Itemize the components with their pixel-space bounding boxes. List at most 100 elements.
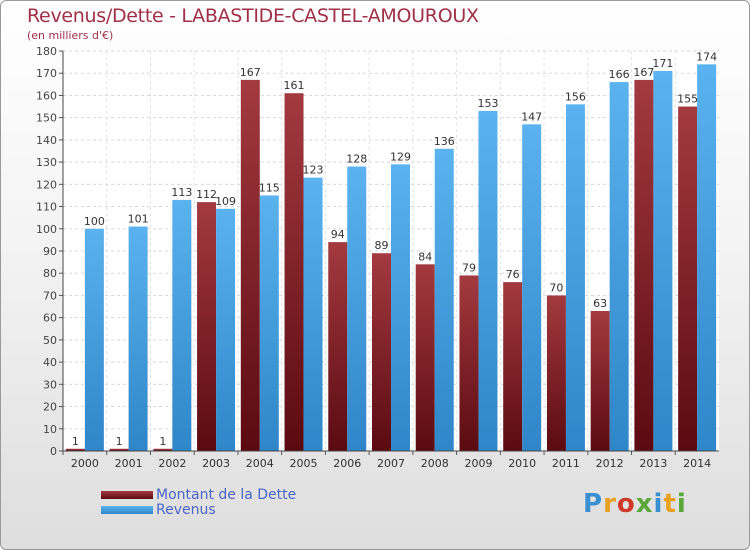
y-tick-label: 120 <box>36 178 57 191</box>
bar-revenus <box>84 228 104 451</box>
bar-revenus <box>216 208 236 451</box>
bar-dette <box>503 282 523 451</box>
proxiti-logo: Proxiti <box>583 489 687 519</box>
x-tick-label: 2013 <box>639 457 667 470</box>
logo-letter: r <box>603 489 617 519</box>
bar-value-label: 84 <box>418 250 432 263</box>
bar-dette <box>109 448 129 451</box>
x-tick-label: 2001 <box>115 457 143 470</box>
y-tick-label: 20 <box>43 401 57 414</box>
logo-letter: o <box>616 489 636 519</box>
bar-dette <box>284 93 304 451</box>
bar-value-label: 1 <box>72 435 79 448</box>
bar-value-label: 109 <box>215 195 236 208</box>
bar-revenus <box>478 111 498 451</box>
x-tick-label: 2004 <box>246 457 274 470</box>
legend-label-debt: Montant de la Dette <box>156 487 297 503</box>
bar-dette <box>459 275 479 451</box>
bar-value-label: 136 <box>434 135 455 148</box>
x-tick-label: 2007 <box>377 457 405 470</box>
x-tick-label: 2012 <box>596 457 624 470</box>
y-tick-label: 140 <box>36 134 57 147</box>
bar-value-label: 166 <box>609 68 630 81</box>
bar-dette <box>65 448 85 451</box>
bar-revenus <box>434 148 454 451</box>
y-tick-label: 90 <box>43 245 57 258</box>
bar-value-label: 167 <box>240 66 261 79</box>
bar-revenus <box>347 166 367 452</box>
bar-value-label: 129 <box>390 150 411 163</box>
bar-value-label: 161 <box>284 79 305 92</box>
logo-letter: t <box>663 489 677 519</box>
legend-label-revenus: Revenus <box>156 502 216 518</box>
y-tick-label: 40 <box>43 356 57 369</box>
bar-dette <box>372 253 391 451</box>
bar-value-label: 153 <box>477 97 498 110</box>
bar-value-label: 101 <box>128 213 149 226</box>
y-tick-label: 130 <box>36 156 57 169</box>
x-tick-label: 2006 <box>333 457 361 470</box>
y-tick-label: 50 <box>43 334 57 347</box>
x-tick-label: 2002 <box>158 457 186 470</box>
logo-letter: x <box>635 489 654 519</box>
bar-dette <box>546 295 566 451</box>
bar-value-label: 63 <box>593 297 607 310</box>
y-tick-label: 170 <box>36 67 57 80</box>
bar-value-label: 171 <box>652 57 673 70</box>
bar-dette <box>197 202 217 451</box>
bar-value-label: 155 <box>677 93 698 106</box>
bar-value-label: 1 <box>159 435 166 448</box>
x-tick-label: 2010 <box>508 457 536 470</box>
bar-value-label: 79 <box>462 261 476 274</box>
x-tick-label: 2014 <box>683 457 711 470</box>
bar-value-label: 115 <box>259 181 280 194</box>
logo-letter: P <box>583 489 604 519</box>
bar-value-label: 70 <box>549 281 563 294</box>
bar-value-label: 147 <box>521 110 542 123</box>
bar-revenus <box>259 195 279 451</box>
bar-value-label: 100 <box>84 215 105 228</box>
bar-dette <box>678 106 698 452</box>
y-tick-label: 110 <box>36 201 57 214</box>
x-tick-label: 2008 <box>421 457 449 470</box>
logo-letter: i <box>676 489 687 519</box>
logo-letter: i <box>653 489 664 519</box>
x-tick-label: 2000 <box>71 457 99 470</box>
bar-dette <box>328 242 348 451</box>
bar-value-label: 76 <box>506 268 520 281</box>
bar-revenus <box>391 164 410 452</box>
bar-revenus <box>697 64 717 452</box>
y-tick-label: 100 <box>36 223 57 236</box>
x-tick-label: 2005 <box>290 457 318 470</box>
bar-value-label: 113 <box>171 186 192 199</box>
x-tick-label: 2009 <box>464 457 492 470</box>
y-tick-label: 160 <box>36 89 57 102</box>
bar-revenus <box>303 177 323 451</box>
chart-subtitle: (en milliers d'€) <box>27 29 114 42</box>
bar-revenus <box>565 104 585 451</box>
y-tick-label: 70 <box>43 289 57 302</box>
bar-value-label: 89 <box>375 239 389 252</box>
bar-dette <box>590 311 610 451</box>
y-tick-label: 10 <box>43 423 57 436</box>
bar-revenus <box>128 226 148 451</box>
x-tick-label: 2011 <box>552 457 580 470</box>
legend-swatch-revenus <box>101 506 153 514</box>
bar-value-label: 174 <box>696 50 717 63</box>
y-tick-label: 60 <box>43 312 57 325</box>
bar-value-label: 94 <box>331 228 345 241</box>
bar-value-label: 128 <box>346 153 367 166</box>
bar-revenus <box>609 82 629 451</box>
bar-value-label: 112 <box>196 188 217 201</box>
bar-dette <box>240 79 260 451</box>
y-tick-label: 30 <box>43 378 57 391</box>
bar-dette <box>153 448 173 451</box>
y-tick-label: 150 <box>36 112 57 125</box>
bar-value-label: 123 <box>303 164 324 177</box>
bar-dette <box>634 79 654 451</box>
x-tick-label: 2003 <box>202 457 230 470</box>
bar-value-label: 1 <box>116 435 123 448</box>
legend-swatch-debt <box>101 491 153 499</box>
y-tick-label: 0 <box>50 445 57 458</box>
